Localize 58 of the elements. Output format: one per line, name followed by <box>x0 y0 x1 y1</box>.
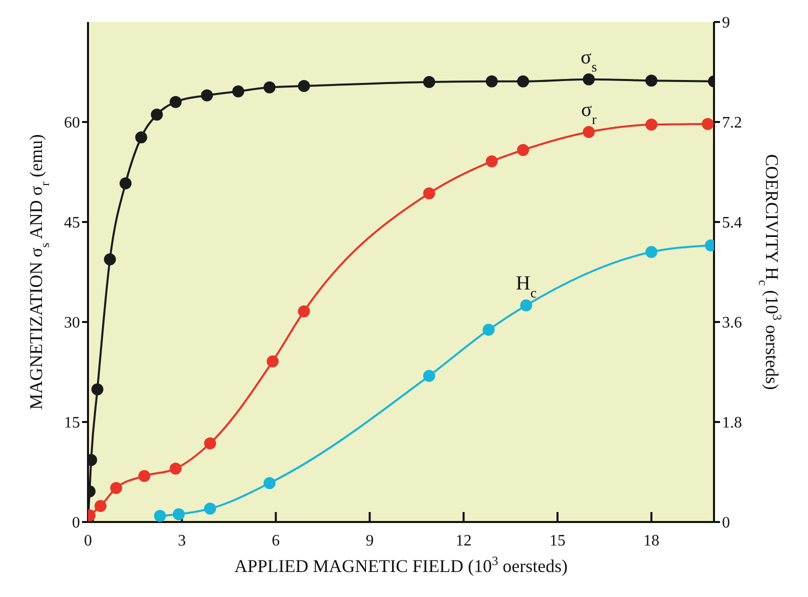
point <box>154 510 166 522</box>
y-tick-label: 0 <box>72 514 80 532</box>
point <box>138 470 150 482</box>
point <box>172 508 185 520</box>
point <box>582 126 595 138</box>
y2-tick-label: 0 <box>722 514 730 532</box>
point <box>486 155 498 168</box>
point <box>520 299 532 312</box>
x-tick-label: 0 <box>84 532 92 550</box>
point <box>298 305 310 318</box>
point <box>423 76 436 88</box>
y2-tick-label: 7.2 <box>722 114 742 132</box>
y-tick-label: 45 <box>64 214 80 232</box>
point <box>645 118 658 131</box>
y2-tick-label: 5.4 <box>722 214 742 232</box>
series-label: H$_{c}$ <box>516 272 537 301</box>
point <box>645 74 658 87</box>
point <box>266 355 279 368</box>
point <box>264 81 276 94</box>
y2-tick-label: 1.8 <box>722 414 742 432</box>
point <box>264 477 276 490</box>
point <box>423 187 436 200</box>
point <box>204 502 216 515</box>
point <box>104 253 116 266</box>
series-label: σ$_{s}$ <box>580 46 597 75</box>
point <box>91 383 104 396</box>
point <box>232 85 244 98</box>
point <box>170 96 182 108</box>
x-tick-label: 9 <box>366 532 374 550</box>
point <box>702 118 714 130</box>
x-tick-label: 15 <box>550 532 566 550</box>
point <box>110 482 122 494</box>
y2-tick-label: 9 <box>722 14 730 32</box>
point <box>645 246 658 258</box>
series-label: σ$_{r}$ <box>581 99 597 128</box>
point <box>423 370 436 382</box>
point <box>120 177 132 190</box>
point <box>150 108 163 121</box>
y-tick-label: 15 <box>64 414 80 432</box>
point <box>517 144 530 156</box>
x-tick-label: 12 <box>456 532 472 550</box>
x-tick-label: 6 <box>272 532 280 550</box>
point <box>486 75 498 88</box>
point <box>200 89 213 102</box>
point <box>94 500 107 512</box>
y2-tick-label: 3.6 <box>722 314 742 332</box>
point <box>204 437 216 450</box>
x-tick-label: 18 <box>643 532 660 550</box>
point <box>170 462 182 475</box>
point <box>582 73 595 86</box>
point <box>135 131 148 144</box>
x-tick-label: 3 <box>178 532 186 550</box>
point <box>298 80 310 92</box>
point <box>482 324 495 336</box>
y-tick-label: 60 <box>64 114 80 132</box>
point <box>517 75 530 88</box>
x-axis-title: APPLIED MAGNETIC FIELD (10$^{3}$ oersteds) <box>234 554 568 576</box>
y-tick-label: 30 <box>64 314 80 332</box>
